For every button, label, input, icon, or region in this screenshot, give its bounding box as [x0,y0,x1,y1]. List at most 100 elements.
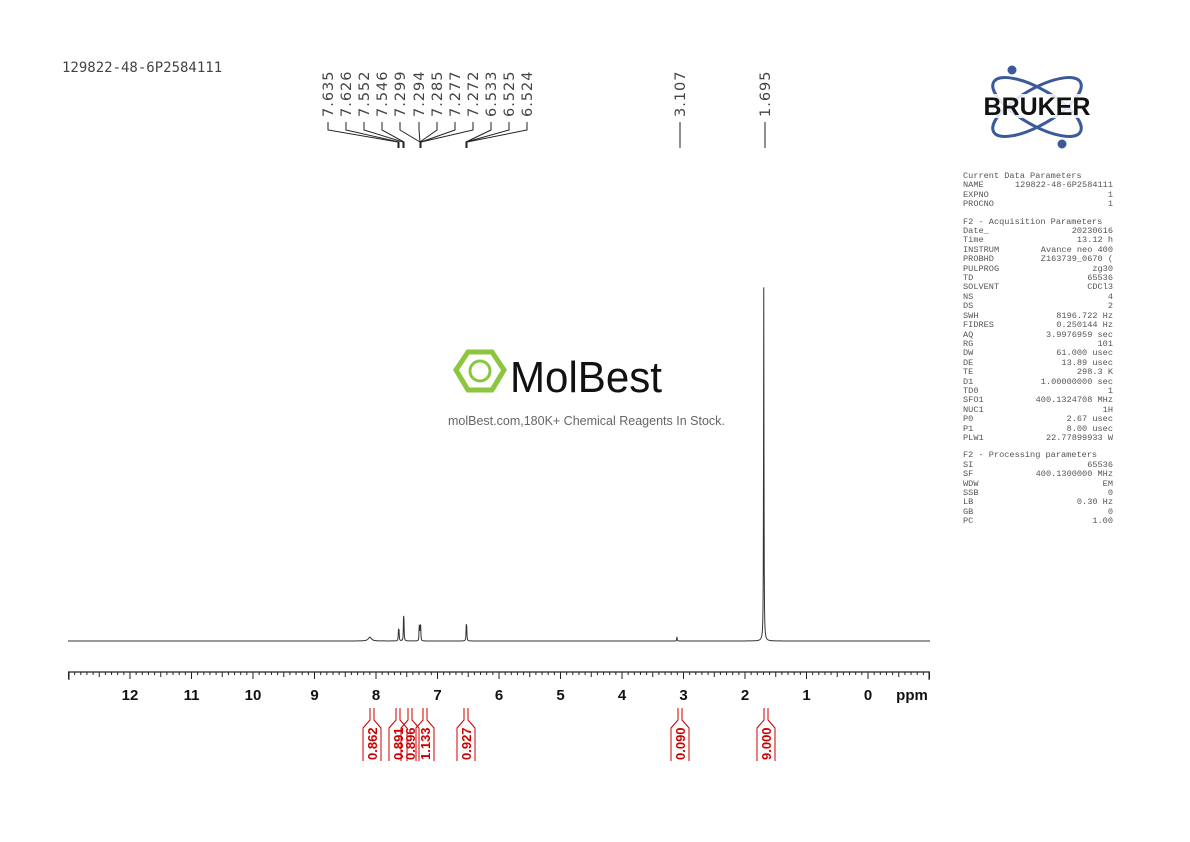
peak-label: 7.546 [375,70,391,117]
parameter-row: TE 298.3 K [963,367,1113,378]
parameter-row: DS 2 [963,301,1113,311]
parameter-key: Time [963,235,984,246]
parameter-key: RG [963,338,974,349]
integral-value: 0.891 [391,727,406,760]
parameter-key: TE [963,367,974,378]
x-tick-label: 6 [495,687,503,704]
x-tick-label: 0 [864,687,872,704]
parameter-row: PROBHD Z163739_0670 ( [963,254,1113,265]
parameter-key: SFO1 [963,395,984,406]
x-tick-label: 3 [679,687,687,704]
parameter-row: GB 0 [963,506,1113,517]
x-tick-label: 9 [310,687,318,704]
parameter-value: EM [1102,478,1113,489]
parameter-value: 0.30 Hz [1076,497,1113,508]
integral-bracket [388,708,408,761]
parameter-key: PC [963,516,974,527]
parameter-key: PLW1 [963,432,984,443]
parameter-key: SI [963,459,974,470]
x-axis-label: ppm [896,687,928,704]
sample-name: 129822-48-6P2584111 [62,60,223,76]
parameter-row: RG 101 [963,338,1113,349]
parameter-value: Avance neo 400 [1040,244,1113,255]
spectrum-trace [68,287,930,642]
parameter-key: NUC1 [963,404,984,415]
x-tick-label: 1 [802,687,810,704]
parameter-row: LB 0.30 Hz [963,497,1113,508]
parameter-key: GB [963,506,974,517]
parameter-row: NAME 129822-48-6P2584111 [963,180,1113,191]
integral-value: 9.000 [759,727,774,760]
parameter-key: P0 [963,414,974,425]
integral-value: 0.896 [403,727,418,760]
x-tick-label: 8 [372,687,380,704]
parameter-section-title: Current Data Parameters [963,171,1082,181]
integral-bracket [362,708,382,761]
peak-label: 6.533 [484,70,500,117]
parameter-row: D1 1.00000000 sec [963,376,1113,387]
parameter-key: NS [963,291,974,302]
parameter-row: SFO1 400.1324708 MHz [963,395,1113,406]
parameter-key: EXPNO [963,189,989,200]
parameter-key: DW [963,348,974,359]
parameter-row: SOLVENT CDCl3 [963,282,1113,293]
x-tick-label: 12 [122,687,139,704]
peak-label: 7.272 [466,70,482,117]
parameter-key: FIDRES [963,320,994,331]
peak-label-leader [363,122,404,148]
molbest-brand: MolBest [510,353,662,402]
parameter-row: NS 4 [963,291,1113,302]
parameter-value: 1H [1102,404,1113,415]
parameter-key: SWH [963,310,979,321]
parameter-row: INSTRUM Avance neo 400 [963,244,1113,255]
parameter-row: TD 65536 [963,273,1113,284]
integral-value: 1.133 [418,727,433,760]
peak-label: 7.635 [321,70,337,117]
x-tick-label: 7 [433,687,441,704]
parameter-key: TD0 [963,385,979,396]
parameter-value: 101 [1097,338,1113,349]
parameter-value: 8.00 usec [1066,423,1113,434]
parameter-value: 8196.722 Hz [1056,310,1113,321]
parameter-key: SOLVENT [963,282,1000,293]
parameter-row: PROCNO 1 [963,199,1113,209]
x-tick-label: 4 [618,687,627,704]
parameter-key: Date_ [963,226,989,237]
parameter-key: TD [963,273,974,284]
parameter-row: AQ 3.9976959 sec [963,330,1113,340]
x-tick-label: 11 [184,687,200,704]
bruker-logo-text: BRUKER [984,93,1091,121]
parameter-key: P1 [963,423,974,434]
peak-label-leader [466,122,528,148]
parameter-row: Time 13.12 h [963,235,1113,246]
peak-label-leader [420,122,474,148]
parameter-row: Date_ 20230616 [963,226,1113,237]
parameter-value: 65536 [1087,273,1113,284]
peak-label: 3.107 [673,70,689,117]
peak-label: 7.299 [393,70,409,117]
parameter-key: LB [963,497,974,508]
peak-label-leader [465,122,492,148]
peak-label: 6.524 [520,70,536,117]
parameter-row: SWH 8196.722 Hz [963,310,1113,321]
peak-label-leader [419,122,438,148]
parameter-value: 298.3 K [1076,367,1113,378]
parameter-value: 1.00000000 sec [1040,376,1113,387]
parameter-value: 13.12 h [1076,235,1113,246]
parameter-value: 0.250144 Hz [1056,320,1113,331]
parameter-row: SF 400.1300000 MHz [963,469,1113,480]
integral-bracket [400,708,420,761]
parameter-key: PROBHD [963,254,994,265]
parameter-value: 1 [1107,189,1113,200]
integral-bracket [456,708,476,761]
parameter-row: TD0 1 [963,385,1113,396]
parameter-value: 400.1300000 MHz [1035,469,1113,480]
parameter-key: D1 [963,376,974,387]
integral-bracket [670,708,690,761]
parameter-value: 2.67 usec [1066,414,1113,425]
peak-label: 1.695 [758,70,774,117]
parameter-key: NAME [963,180,984,191]
parameters-panel: Current Data Parameters NAME 129822-48-6P2… [963,171,1113,527]
parameter-row: PLW1 22.77899933 W [963,432,1113,443]
parameter-row: DE 13.89 usec [963,358,1113,368]
